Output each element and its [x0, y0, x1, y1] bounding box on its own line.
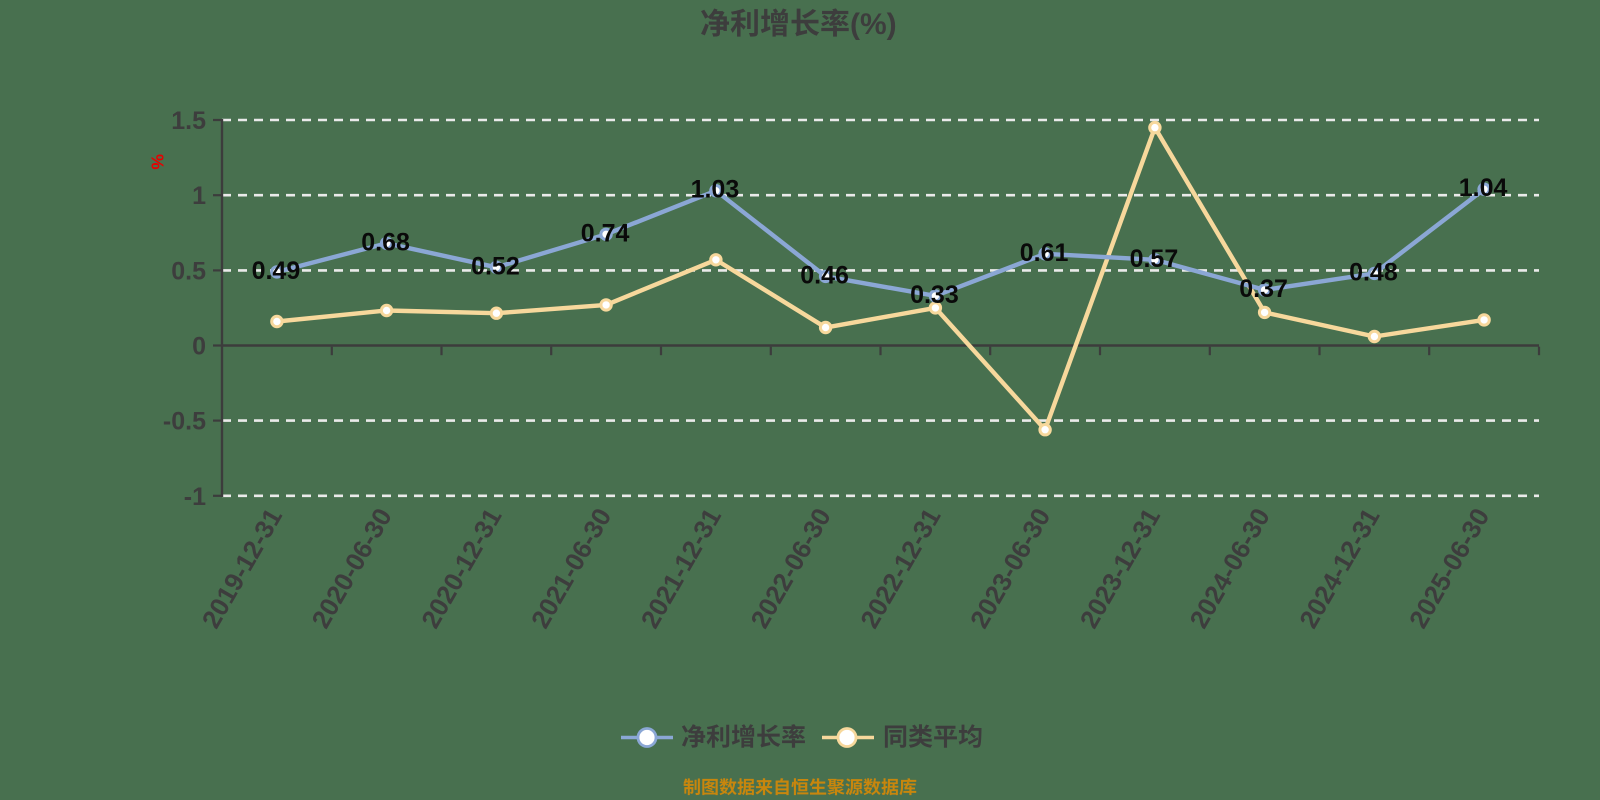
svg-text:0.46: 0.46: [800, 261, 849, 289]
svg-text:-1: -1: [184, 483, 206, 511]
svg-text:0.61: 0.61: [1020, 239, 1069, 267]
svg-text:2025-06-30: 2025-06-30: [1403, 503, 1495, 633]
svg-text:1.5: 1.5: [171, 107, 206, 135]
svg-text:0.5: 0.5: [171, 257, 206, 285]
svg-text:(%): (%): [850, 8, 897, 41]
svg-text:1.04: 1.04: [1459, 174, 1508, 202]
svg-text:2024-12-31: 2024-12-31: [1293, 503, 1385, 633]
svg-text:2022-06-30: 2022-06-30: [744, 503, 836, 633]
svg-text:2020-12-31: 2020-12-31: [415, 503, 507, 633]
svg-text:2021-06-30: 2021-06-30: [525, 503, 617, 633]
svg-text:0.48: 0.48: [1349, 258, 1398, 286]
svg-text:2023-12-31: 2023-12-31: [1074, 503, 1166, 633]
svg-text:1: 1: [192, 182, 206, 210]
svg-text:0.33: 0.33: [910, 281, 959, 309]
svg-text:1.03: 1.03: [691, 176, 740, 204]
svg-text:0: 0: [192, 333, 206, 361]
svg-text:2021-12-31: 2021-12-31: [635, 503, 727, 633]
svg-text:-0.5: -0.5: [163, 408, 206, 436]
svg-text:0.52: 0.52: [471, 252, 520, 280]
svg-text:0.49: 0.49: [252, 257, 301, 285]
svg-text:2024-06-30: 2024-06-30: [1183, 503, 1275, 633]
svg-text:0.57: 0.57: [1130, 245, 1179, 273]
svg-text:0.68: 0.68: [361, 228, 410, 256]
svg-text:0.74: 0.74: [581, 219, 630, 247]
svg-text:0.37: 0.37: [1239, 275, 1288, 303]
svg-text:2019-12-31: 2019-12-31: [196, 503, 288, 633]
svg-text:2020-06-30: 2020-06-30: [305, 503, 397, 633]
svg-text:2023-06-30: 2023-06-30: [964, 503, 1056, 633]
svg-text:2022-12-31: 2022-12-31: [854, 503, 946, 633]
svg-text:%: %: [148, 154, 168, 170]
